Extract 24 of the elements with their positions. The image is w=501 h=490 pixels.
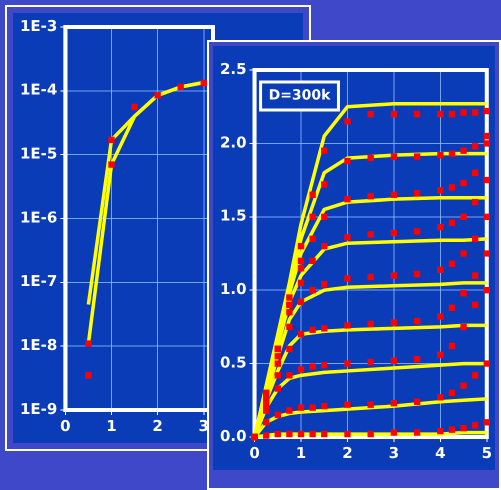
x-tick-label: 1	[296, 444, 306, 462]
annotation: D=300k	[268, 88, 332, 104]
y-tick-label: 1E-6	[20, 208, 58, 226]
x-tick-label: 0	[249, 444, 260, 462]
x-tick-label: 3	[388, 444, 400, 462]
y-tick-label: 0.5	[220, 353, 247, 372]
y-tick-label: 1E-5	[20, 144, 58, 163]
y-tick-label: 1E-7	[20, 272, 58, 290]
x-tick-label: 4	[435, 444, 446, 462]
y-tick-label: 1E-3	[20, 16, 58, 35]
y-tick-label: 1.0	[220, 280, 247, 298]
x-tick-label: 3	[198, 416, 209, 435]
y-tick-label: 1E-8	[20, 336, 58, 354]
y-tick-label: 1E-9	[20, 400, 58, 418]
x-tick-label: 0	[60, 416, 71, 435]
x-tick-label: 2	[152, 416, 163, 435]
x-tick-label: 2	[342, 444, 353, 462]
y-tick-label: 2.5	[220, 60, 247, 78]
y-tick-label: 1.5	[220, 206, 247, 225]
y-tick-label: 0.0	[220, 426, 247, 445]
x-tick-label: 5	[482, 444, 492, 462]
y-tick-label: 1E-4	[20, 80, 58, 99]
x-tick-label: 1	[106, 416, 117, 435]
y-tick-label: 2.0	[220, 133, 247, 152]
